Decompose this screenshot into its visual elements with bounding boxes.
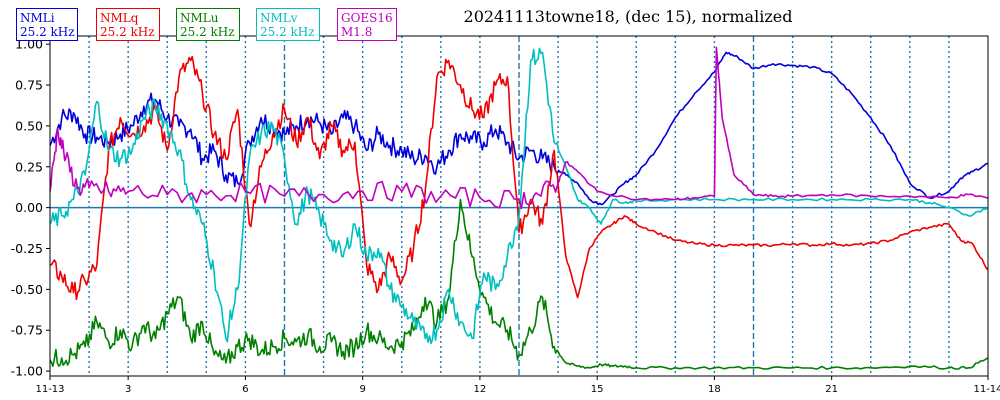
legend-sub: 25.2 kHz	[100, 25, 155, 39]
series-line-nmli	[49, 51, 989, 206]
chart-title: 20241113towne18, (dec 15), normalized	[463, 7, 793, 26]
series-line-nmlq	[49, 55, 989, 301]
axes-frame	[49, 35, 989, 377]
y-tick-label: -0.25	[11, 241, 43, 256]
x-tick-label: 11-13	[35, 384, 64, 395]
x-tick-label: 12	[474, 384, 487, 395]
y-tick-label: 0.50	[15, 118, 43, 133]
vertical-grid-lines	[50, 36, 988, 376]
legend-sub: M1.8	[341, 25, 373, 39]
legend-sub: 25.2 kHz	[180, 25, 235, 39]
y-tick-label: -0.75	[11, 323, 43, 338]
axes: 1.000.750.500.250.00-0.25-0.50-0.75-1.00…	[11, 35, 1000, 395]
legend-sub: 25.2 kHz	[20, 25, 75, 39]
series-line-nmlv	[49, 47, 989, 345]
x-tick-label: 9	[359, 384, 365, 395]
series-line-goes16	[49, 46, 989, 210]
y-tick-label: -1.00	[11, 364, 43, 379]
legend-entry-goes16: GOES16 M1.8	[337, 8, 397, 41]
legend-name: NMLq	[100, 11, 139, 25]
x-tick-label: 11-14	[973, 384, 1000, 395]
legend-entry-nmli: NMLi 25.2 kHz	[16, 8, 78, 41]
x-tick-label: 6	[242, 384, 248, 395]
y-tick-label: -0.50	[11, 282, 43, 297]
y-tick-label: 0.75	[15, 78, 43, 93]
x-tick-label: 3	[125, 384, 131, 395]
x-tick-label: 21	[825, 384, 838, 395]
x-tick-label: 15	[591, 384, 604, 395]
legend-entry-nmlu: NMLu 25.2 kHz	[176, 8, 240, 41]
legend-sub: 25.2 kHz	[260, 25, 315, 39]
y-tick-label: 0.00	[15, 200, 43, 215]
series-line-nmlu	[49, 198, 989, 370]
legend-name: GOES16	[341, 11, 393, 25]
legend-entry-nmlv: NMLv 25.2 kHz	[256, 8, 320, 41]
x-tick-label: 18	[708, 384, 721, 395]
legend-name: NMLi	[20, 11, 55, 25]
series-layer	[49, 46, 989, 370]
legend-entry-nmlq: NMLq 25.2 kHz	[96, 8, 160, 41]
legend-name: NMLu	[180, 11, 219, 25]
y-tick-label: 0.25	[15, 159, 43, 174]
legend-name: NMLv	[260, 11, 298, 25]
